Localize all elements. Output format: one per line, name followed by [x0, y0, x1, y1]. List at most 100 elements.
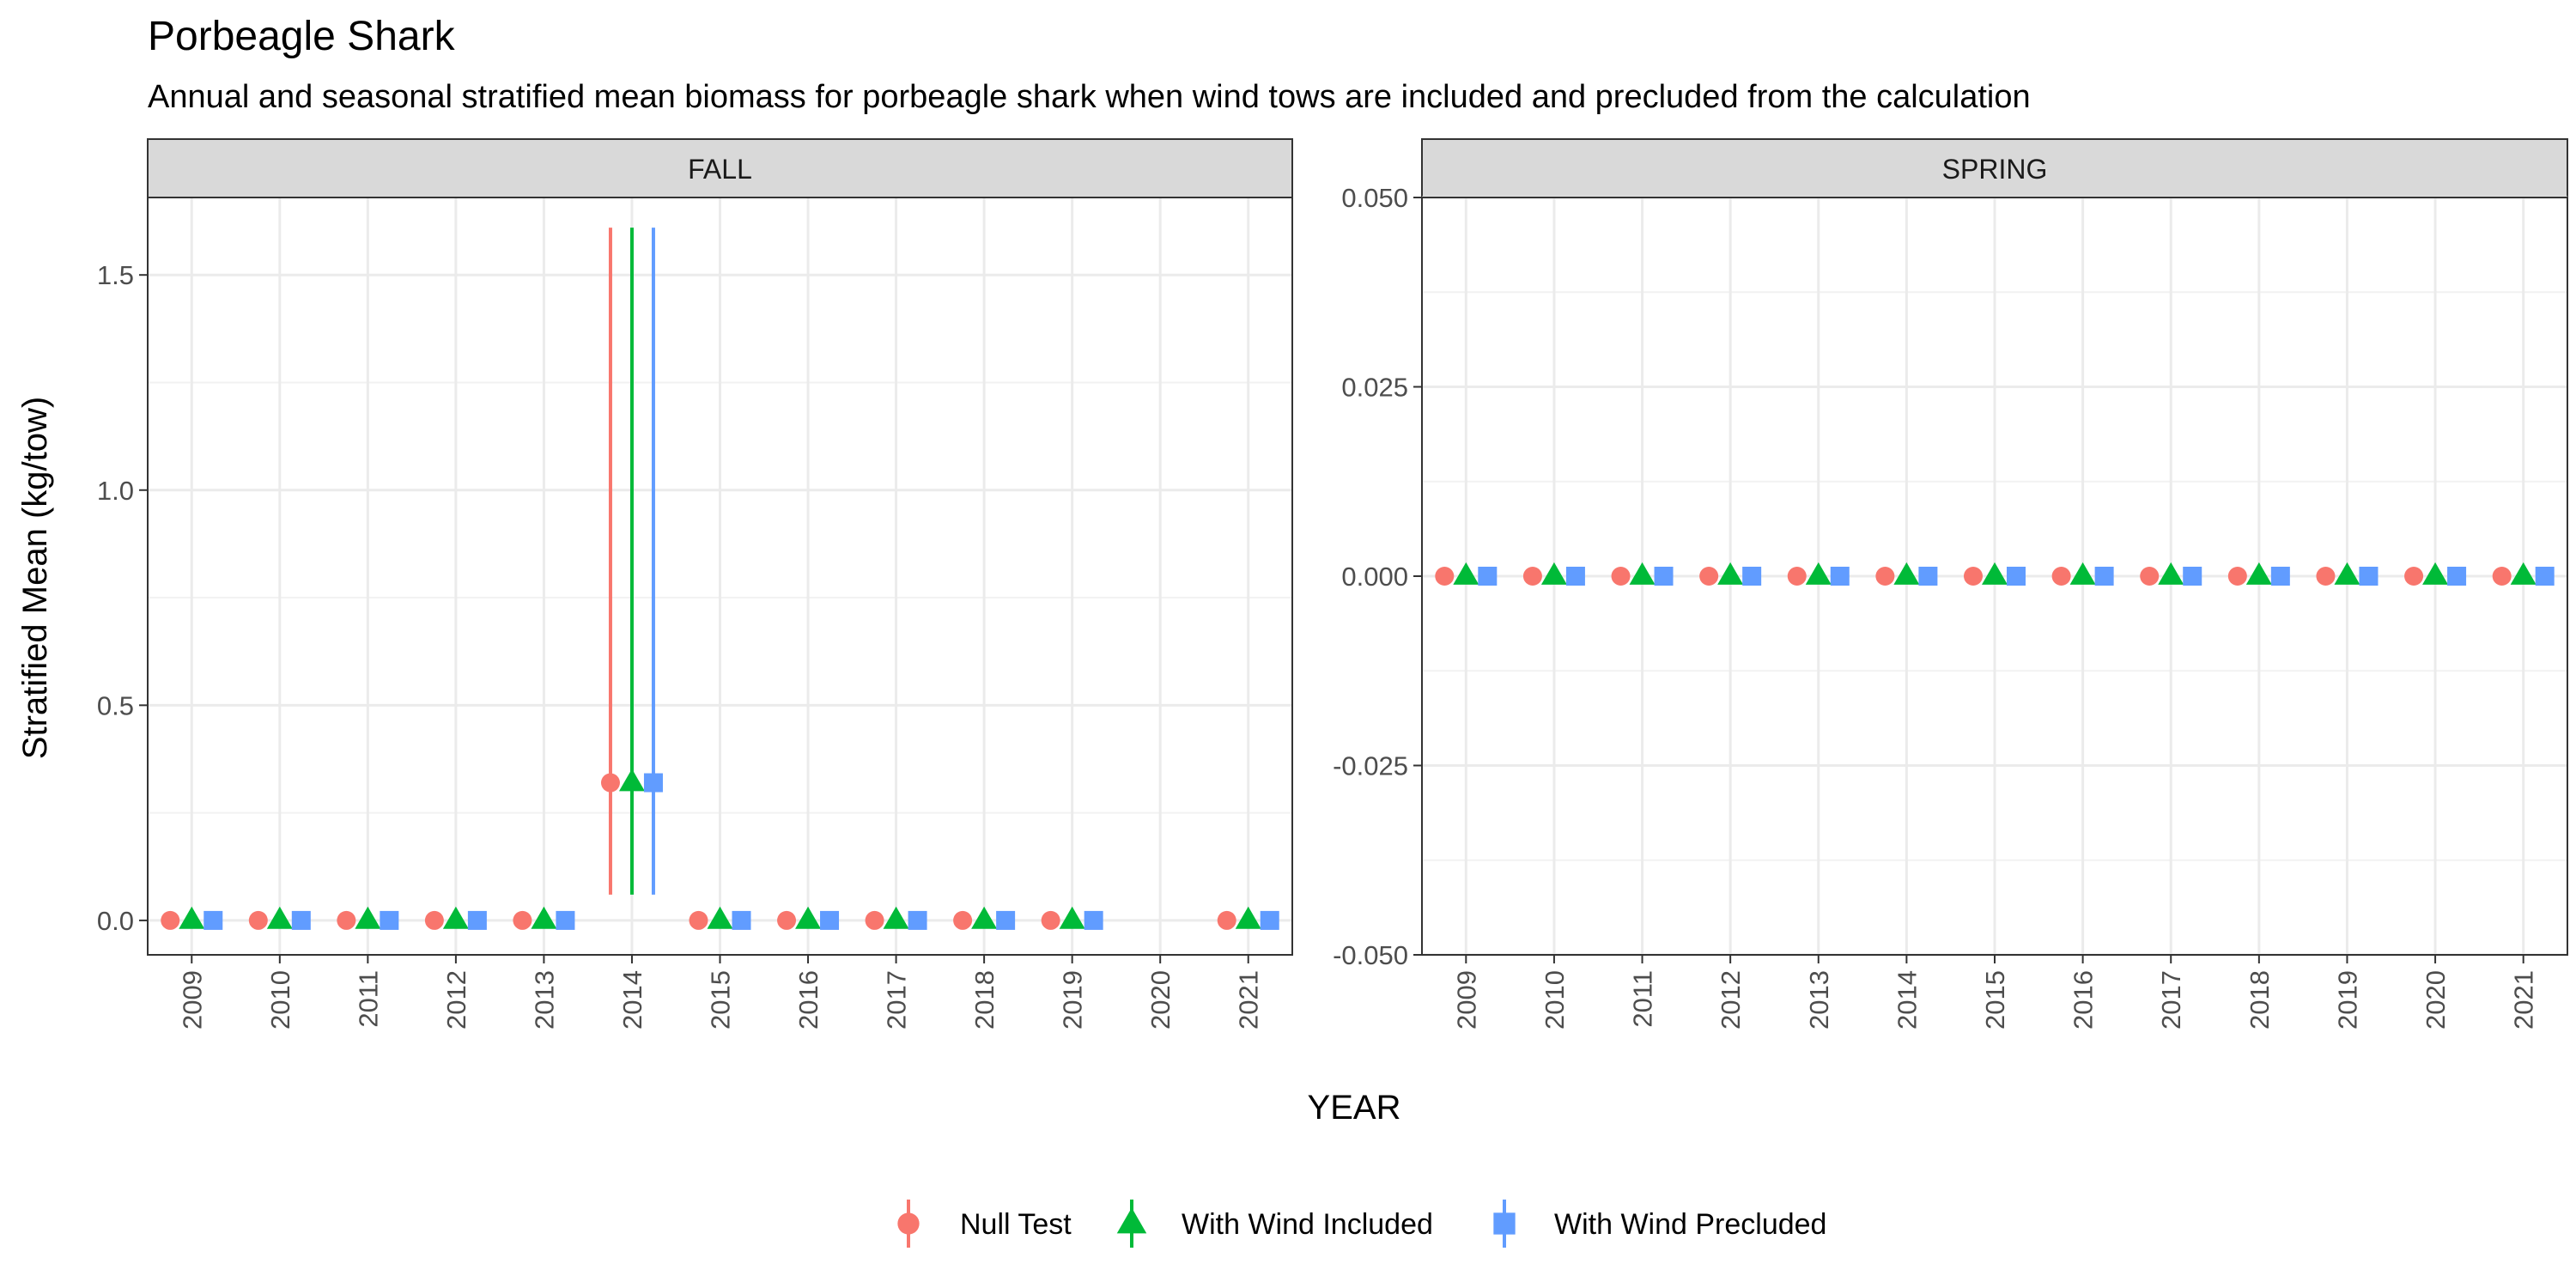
- data-point: [643, 773, 663, 793]
- x-tick-label: 2009: [177, 970, 207, 1030]
- y-tick-label: 0.050: [1341, 183, 1408, 213]
- panel-spring: SPRING -0.050 -0.025 0.000 0.025 0.050 2009 201…: [1333, 138, 2568, 1030]
- chart-title: Porbeagle Shark: [148, 14, 456, 59]
- data-point: [865, 910, 884, 930]
- data-point: [355, 906, 381, 929]
- data-point: [1964, 567, 1983, 586]
- data-point: [2422, 562, 2449, 585]
- legend-label: With Wind Precluded: [1554, 1208, 1826, 1241]
- data-point: [2492, 567, 2512, 586]
- panels-layer: FALL 0.0 0.5 1.0 1.5 2009 2010 2011 2012 2013 2014…: [97, 138, 2568, 1030]
- data-point: [1540, 562, 1567, 585]
- data-point: [2051, 567, 2071, 586]
- legend-key-marker: [1493, 1212, 1516, 1235]
- data-point: [2316, 567, 2336, 586]
- x-tick-label: 2021: [2509, 970, 2539, 1030]
- data-point: [1918, 567, 1938, 586]
- x-tick-label: 2017: [882, 970, 912, 1030]
- x-tick-label: 2010: [1540, 970, 1570, 1030]
- data-point: [1875, 567, 1895, 586]
- data-point: [513, 910, 532, 930]
- data-point: [795, 906, 822, 929]
- data-point: [2447, 567, 2467, 586]
- data-point: [2334, 562, 2360, 585]
- legend-label: With Wind Included: [1182, 1208, 1433, 1241]
- x-tick-label: 2021: [1234, 970, 1264, 1030]
- x-tick-label: 2017: [2156, 970, 2186, 1030]
- data-point: [2510, 562, 2537, 585]
- x-tick-label: 2009: [1451, 970, 1481, 1030]
- data-point: [204, 910, 223, 930]
- legend-item: With Wind Precluded: [1493, 1200, 1826, 1248]
- y-axis-label: Stratified Mean (kg/tow): [16, 397, 54, 759]
- data-point: [531, 906, 557, 929]
- y-tick-label: 1.5: [97, 260, 134, 290]
- data-point: [424, 910, 444, 930]
- facet-strip-label: FALL: [688, 154, 752, 185]
- data-point: [2404, 567, 2424, 586]
- y-tick-label: 1.0: [97, 476, 134, 506]
- data-point: [266, 906, 293, 929]
- x-tick-label: 2015: [1980, 970, 2010, 1030]
- data-point: [689, 910, 708, 930]
- data-point: [1717, 562, 1744, 585]
- data-point: [1629, 562, 1656, 585]
- data-point: [1742, 567, 1762, 586]
- legend-label: Null Test: [960, 1208, 1072, 1241]
- panel-border: [1421, 197, 2568, 956]
- data-point: [732, 910, 751, 930]
- x-tick-label: 2010: [265, 970, 295, 1030]
- data-point: [618, 769, 645, 792]
- data-point: [291, 910, 311, 930]
- y-tick-label: 0.000: [1341, 562, 1408, 592]
- facet-strip: [1421, 138, 2568, 198]
- data-point: [1893, 562, 1920, 585]
- data-point: [883, 906, 909, 929]
- data-point: [2158, 562, 2184, 585]
- x-tick-label: 2018: [969, 970, 999, 1030]
- y-tick-label: 0.5: [97, 690, 134, 720]
- data-point: [1611, 567, 1631, 586]
- data-point: [1435, 567, 1455, 586]
- legend: Null Test With Wind Included With Wind Pre…: [897, 1200, 1826, 1248]
- data-point: [1654, 567, 1674, 586]
- data-point: [1830, 567, 1850, 586]
- data-point: [971, 906, 998, 929]
- data-point: [1453, 562, 1479, 585]
- data-point: [2245, 562, 2272, 585]
- facet-strip-label: SPRING: [1942, 154, 2048, 185]
- data-point: [467, 910, 487, 930]
- x-tick-label: 2019: [2332, 970, 2362, 1030]
- data-point: [600, 773, 620, 793]
- x-tick-label: 2016: [2069, 970, 2099, 1030]
- data-point: [1059, 906, 1085, 929]
- data-point: [1565, 567, 1585, 586]
- y-tick-label: -0.050: [1333, 940, 1408, 970]
- x-tick-label: 2012: [441, 970, 471, 1030]
- x-tick-label: 2015: [706, 970, 736, 1030]
- data-point: [707, 906, 733, 929]
- x-tick-label: 2020: [1145, 970, 1176, 1030]
- data-point: [2140, 567, 2160, 586]
- data-point: [2227, 567, 2247, 586]
- x-tick-label: 2020: [2421, 970, 2451, 1030]
- data-point: [248, 910, 268, 930]
- x-tick-label: 2011: [1628, 970, 1658, 1028]
- data-point: [2270, 567, 2290, 586]
- x-tick-label: 2014: [617, 970, 647, 1030]
- data-point: [1041, 910, 1060, 930]
- legend-key-marker: [897, 1212, 920, 1235]
- x-tick-label: 2016: [793, 970, 823, 1030]
- data-point: [1260, 910, 1279, 930]
- y-tick-label: 0.0: [97, 906, 134, 936]
- data-point: [161, 910, 180, 930]
- x-tick-label: 2013: [529, 970, 559, 1030]
- data-point: [953, 910, 973, 930]
- x-tick-label: 2014: [1892, 970, 1922, 1030]
- data-point: [2069, 562, 2096, 585]
- x-axis-label: YEAR: [1308, 1089, 1401, 1127]
- y-tick-label: 0.025: [1341, 373, 1408, 403]
- data-point: [1235, 906, 1261, 929]
